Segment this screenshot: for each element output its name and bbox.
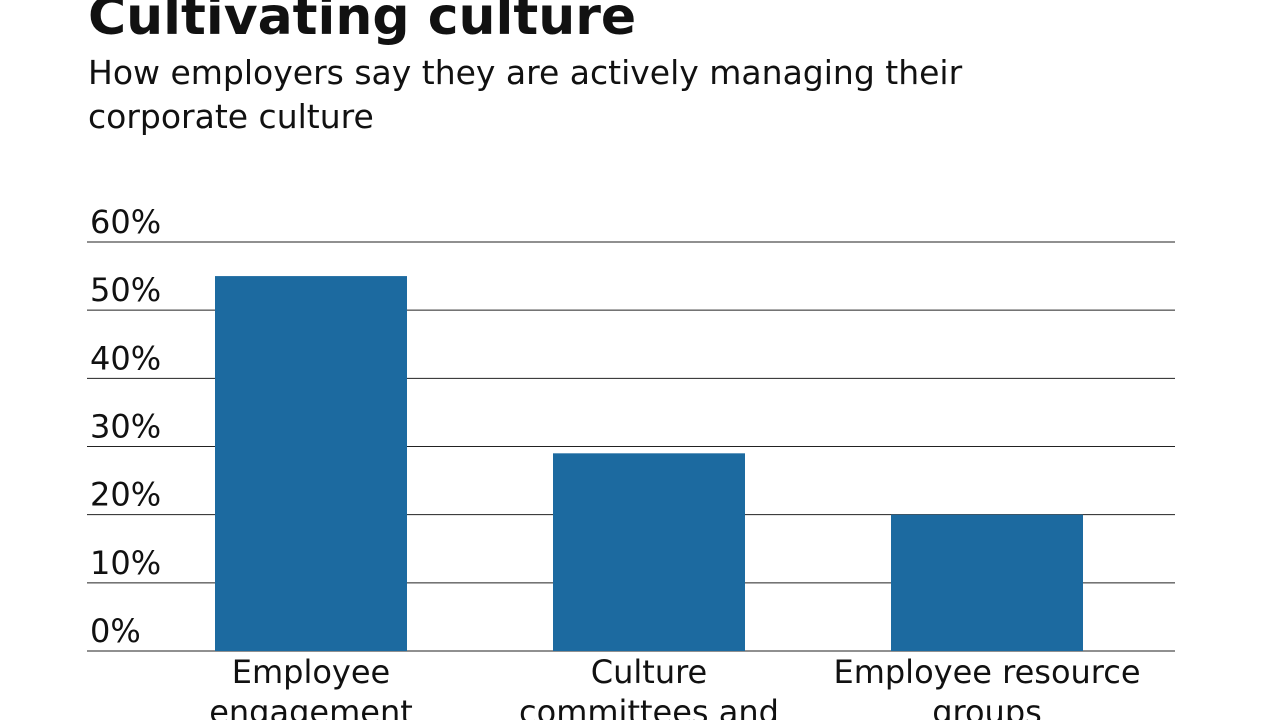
- y-tick-label: 50%: [90, 271, 161, 309]
- y-tick-label: 30%: [90, 408, 161, 446]
- chart-title: Cultivating culture: [88, 0, 636, 47]
- chart-subtitle: corporate culture: [88, 97, 374, 136]
- y-tick-label: 60%: [90, 203, 161, 241]
- y-tick-label: 10%: [90, 544, 161, 582]
- bar: [891, 514, 1083, 651]
- x-tick-label: Employee resource groups: [833, 653, 1141, 720]
- bar: [553, 453, 745, 651]
- x-tick-label: Employee engagement: [209, 653, 413, 720]
- bar: [215, 276, 407, 651]
- y-tick-label: 20%: [90, 476, 161, 514]
- x-tick-label: Culture committees and: [519, 653, 779, 720]
- y-tick-label: 0%: [90, 612, 141, 650]
- y-tick-label: 40%: [90, 339, 161, 377]
- chart-subtitle: How employers say they are actively mana…: [88, 53, 963, 92]
